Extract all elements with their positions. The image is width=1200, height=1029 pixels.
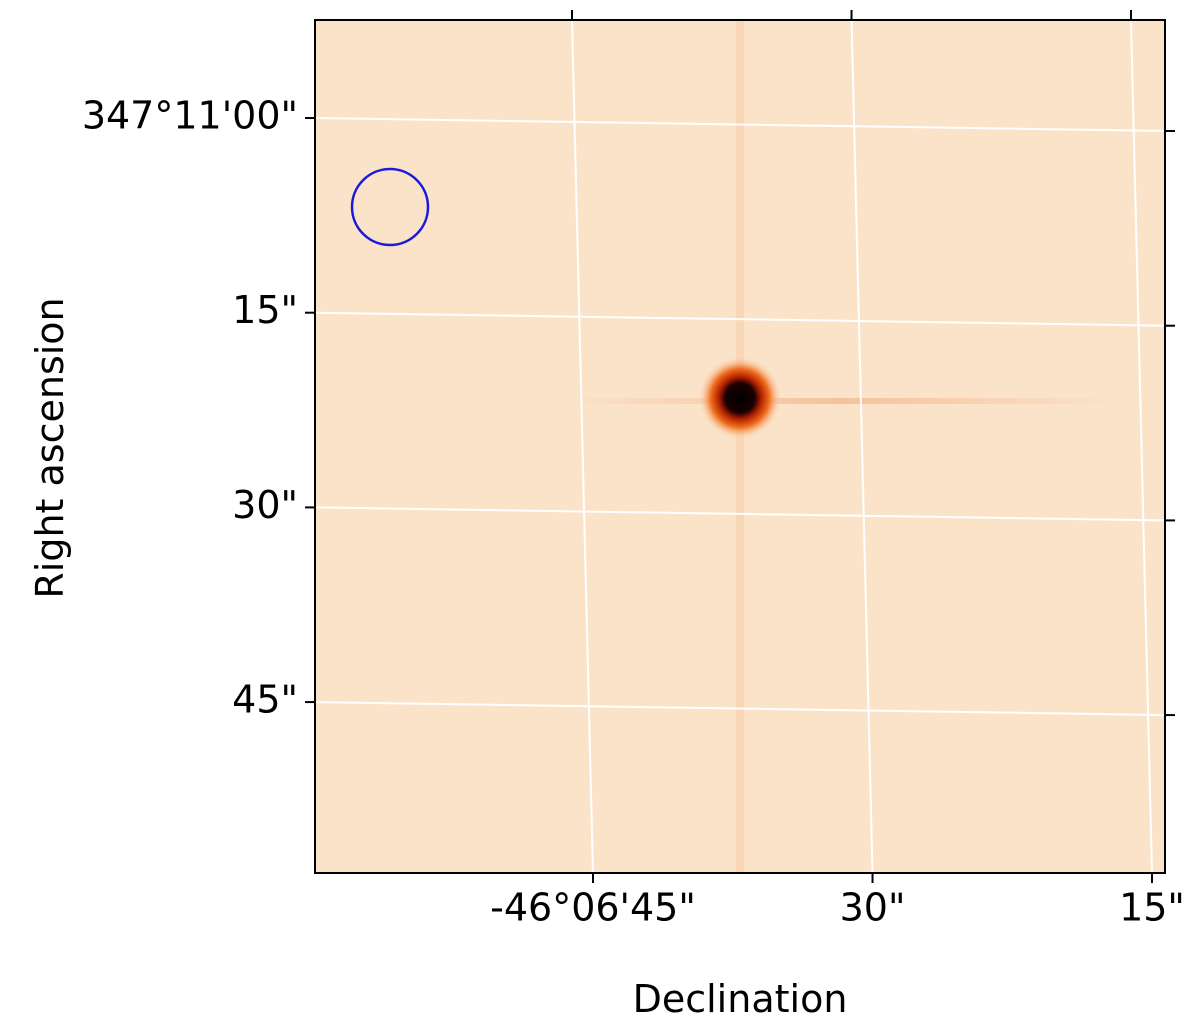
grid-line xyxy=(314,311,1166,327)
grid-line xyxy=(314,701,1166,717)
grid-line xyxy=(570,19,594,874)
y-axis-label: Right ascension xyxy=(28,297,72,598)
grid-line xyxy=(314,116,1166,132)
x-tick-label: 15" xyxy=(1119,886,1185,930)
x-tick-label: 30" xyxy=(840,886,906,930)
grid-line xyxy=(1129,19,1153,874)
y-tick-label: 347°11'00" xyxy=(82,93,298,137)
streak xyxy=(560,398,1120,404)
grid-line xyxy=(850,19,874,874)
image-background xyxy=(315,20,1165,873)
x-tick-label: -46°06'45" xyxy=(490,886,696,930)
x-axis-label: Declination xyxy=(633,977,848,1021)
grid-line xyxy=(314,506,1166,522)
source xyxy=(698,356,782,440)
y-tick-label: 30" xyxy=(232,483,298,527)
y-tick-label: 45" xyxy=(232,678,298,722)
streak xyxy=(736,20,744,873)
y-tick-label: 15" xyxy=(232,288,298,332)
marker-circle xyxy=(350,167,430,247)
plot-frame xyxy=(314,19,1166,874)
